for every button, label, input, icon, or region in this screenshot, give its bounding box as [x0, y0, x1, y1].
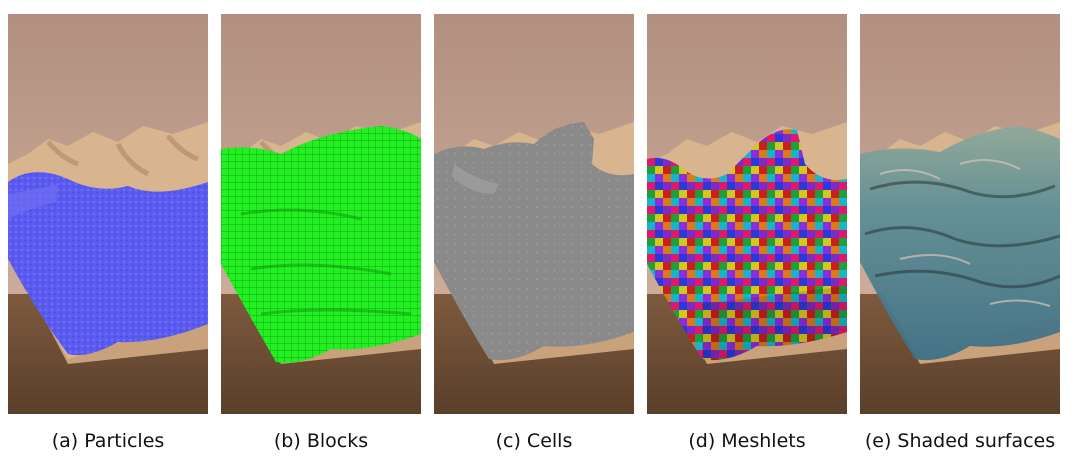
caption-meshlets: (d) Meshlets	[688, 430, 806, 452]
panel-particles	[8, 14, 208, 414]
render-particles	[8, 14, 208, 414]
panel-meshlets	[647, 14, 847, 414]
caption-cells: (c) Cells	[495, 430, 573, 452]
panel-cells	[434, 14, 634, 414]
render-cells	[434, 14, 634, 414]
panel-shaded-surfaces	[860, 14, 1060, 414]
caption-particles: (a) Particles	[51, 430, 165, 452]
caption-shaded-surfaces: (e) Shaded surfaces	[864, 430, 1056, 452]
caption-blocks: (b) Blocks	[273, 430, 369, 452]
render-blocks	[221, 14, 421, 414]
render-meshlets	[647, 14, 847, 414]
render-shaded-surfaces	[860, 14, 1060, 414]
panel-blocks	[221, 14, 421, 414]
